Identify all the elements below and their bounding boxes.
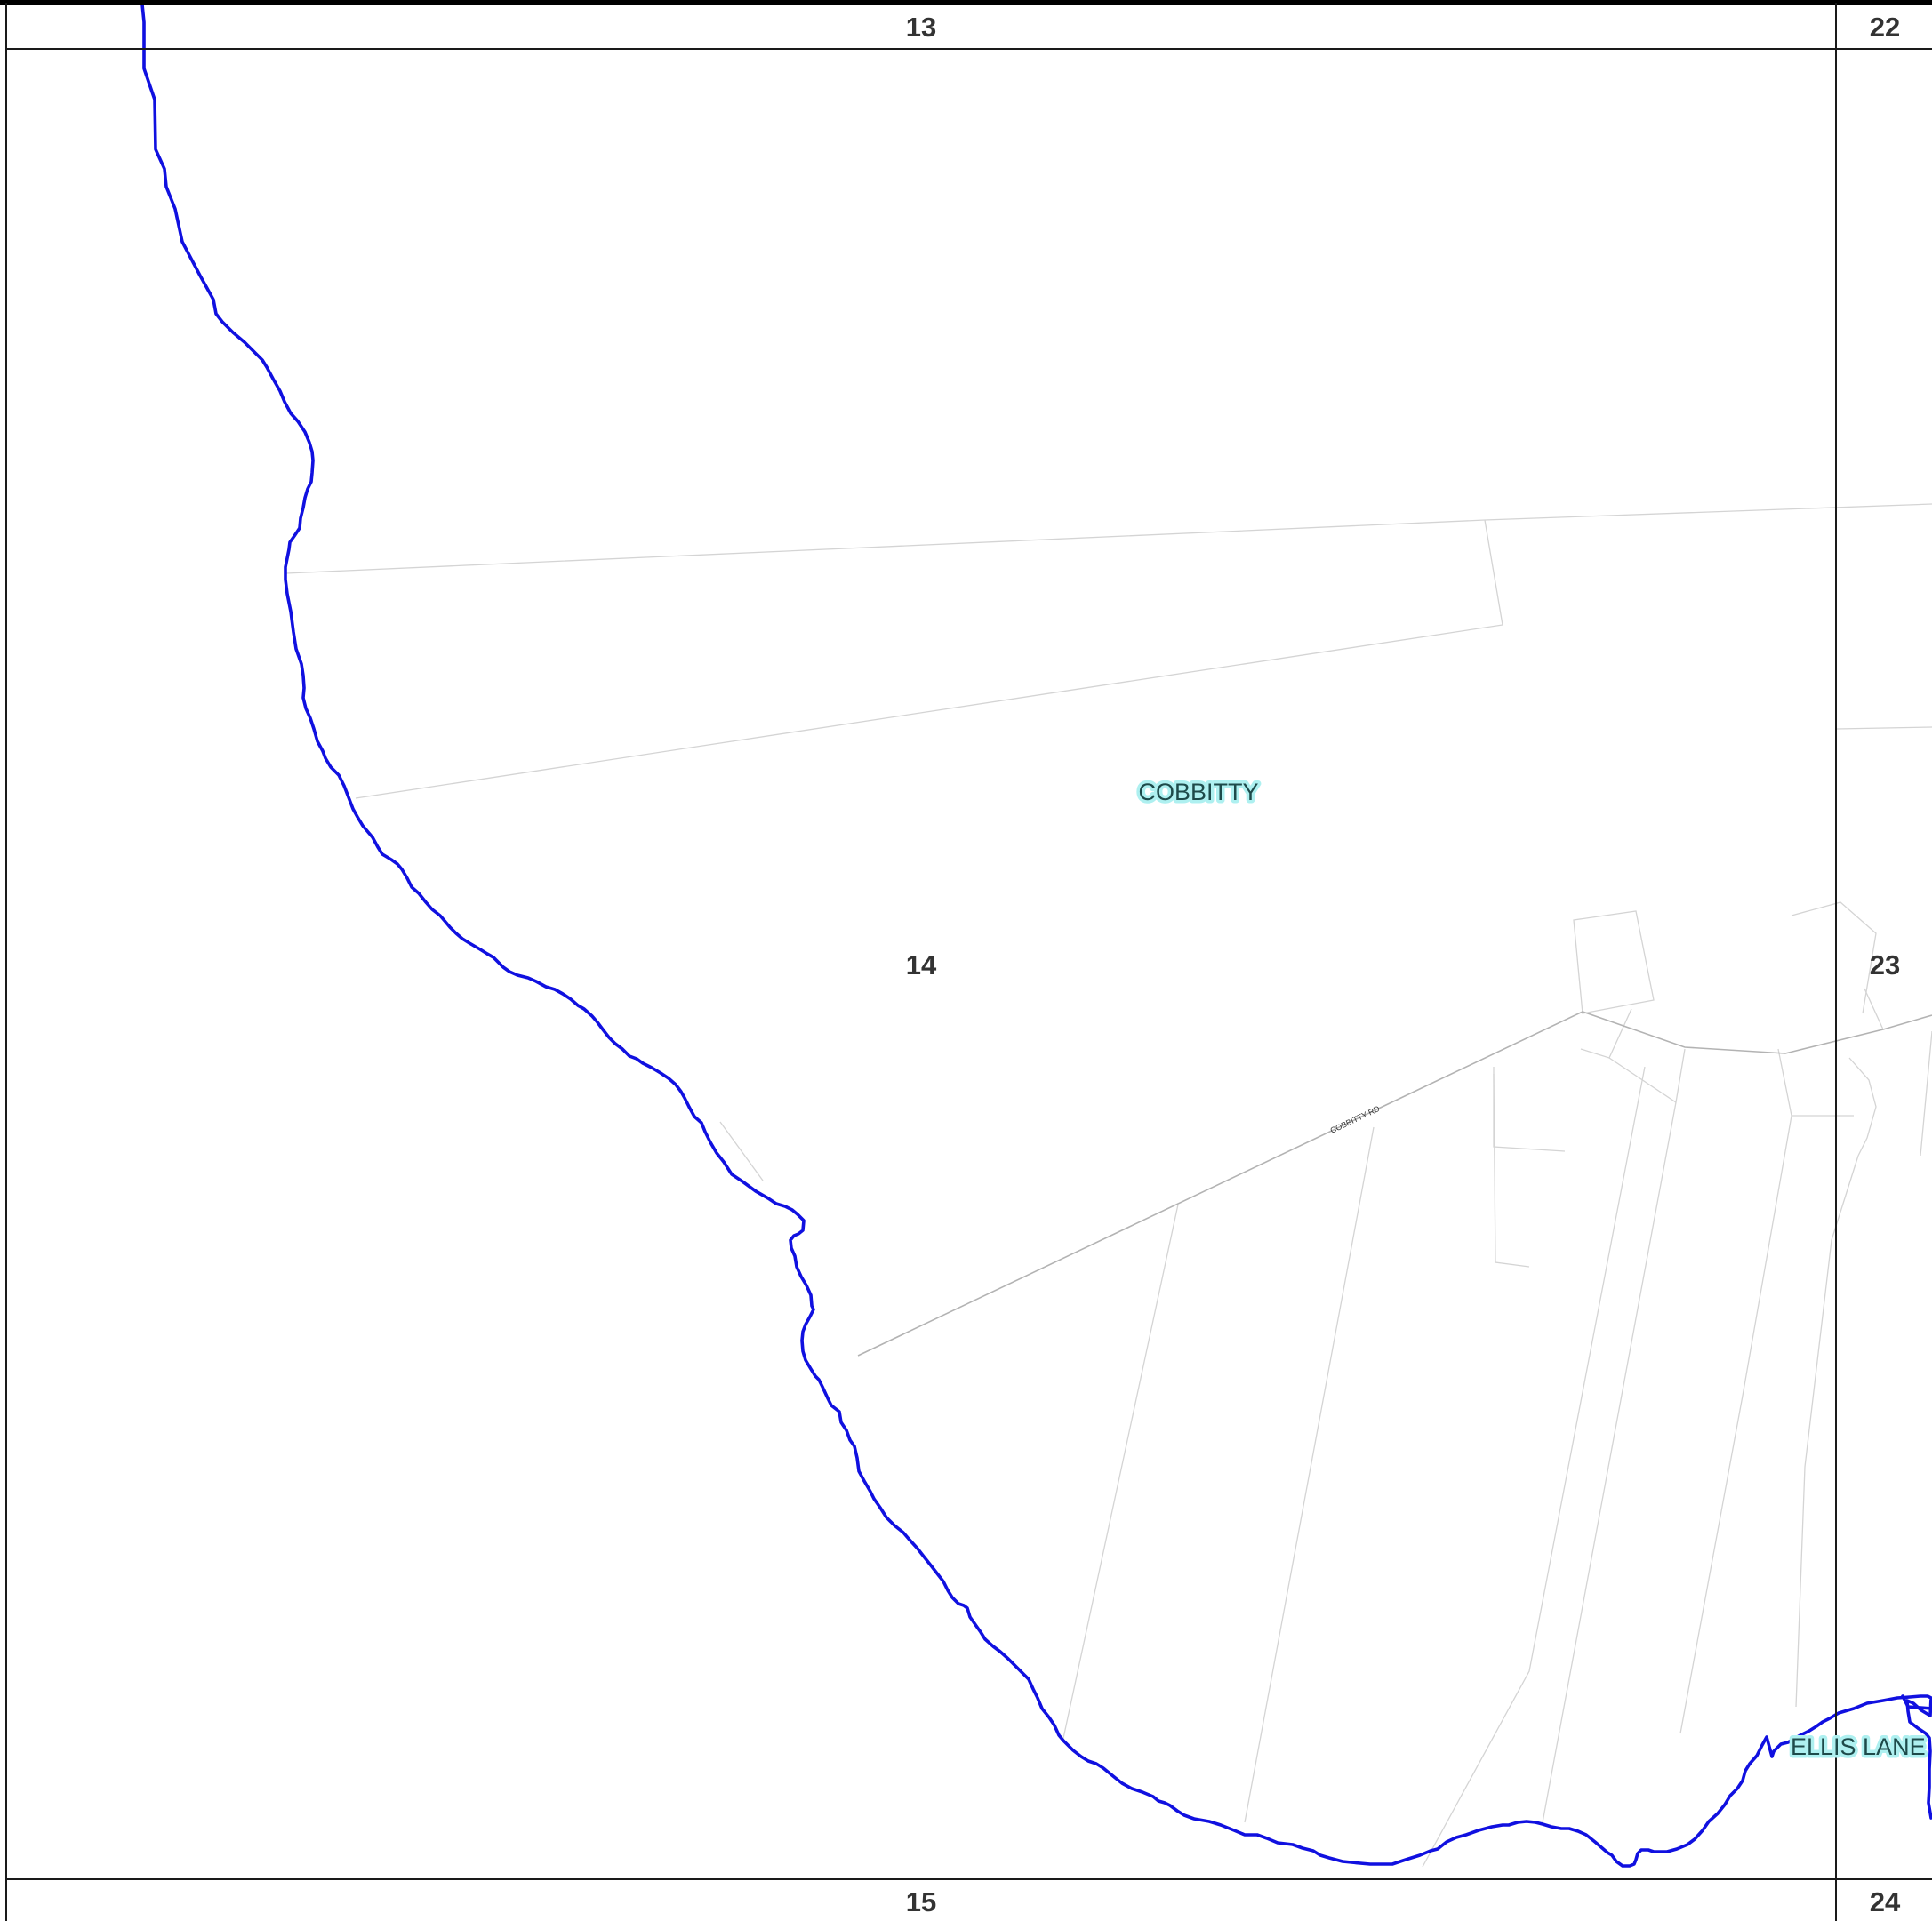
- grid-label-14: 14: [906, 949, 937, 981]
- grid-label-15: 15: [906, 1886, 936, 1917]
- suburb-labels: COBBITTY ELLIS LANE: [1135, 776, 1928, 1764]
- suburb-label-cobbitty: COBBITTY: [1138, 779, 1258, 805]
- grid-label-23: 23: [1870, 949, 1900, 981]
- grid-label-24: 24: [1870, 1886, 1901, 1917]
- grid-labels: 13 22 14 23 15 24: [906, 12, 1901, 1917]
- grid-label-13: 13: [906, 12, 936, 43]
- suburb-label-ellis-lane: ELLIS LANE: [1791, 1733, 1926, 1760]
- parcel-lines: [285, 503, 1932, 1868]
- suburb-boundary: [140, 3, 1932, 1868]
- grid-label-22: 22: [1870, 12, 1900, 43]
